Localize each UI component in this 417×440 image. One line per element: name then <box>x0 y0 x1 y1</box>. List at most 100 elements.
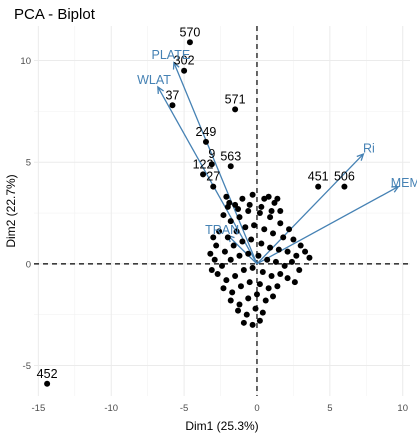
data-point <box>220 285 227 292</box>
data-point <box>242 224 249 231</box>
data-point <box>291 279 298 286</box>
data-point <box>249 191 256 198</box>
y-axis-title: Dim2 (22.7%) <box>4 174 18 247</box>
data-point <box>235 205 242 212</box>
data-point <box>232 106 239 113</box>
data-point <box>236 252 243 259</box>
point-label: 571 <box>225 92 246 106</box>
data-point <box>293 252 300 259</box>
data-point <box>275 246 282 253</box>
data-point <box>237 283 244 290</box>
data-point <box>281 262 288 269</box>
data-point <box>229 289 236 296</box>
data-point <box>286 226 293 233</box>
data-point <box>288 258 295 265</box>
data-point <box>251 222 258 229</box>
data-point <box>270 230 277 237</box>
point-label: 506 <box>334 170 355 184</box>
data-point <box>246 279 253 286</box>
point-label: 302 <box>174 54 195 68</box>
variable-label: PLATE <box>152 48 191 62</box>
data-point <box>235 307 242 314</box>
data-point <box>259 268 266 275</box>
data-point <box>252 305 259 312</box>
data-point <box>265 285 272 292</box>
data-point <box>240 319 247 326</box>
variable-arrowhead <box>172 61 180 70</box>
data-point <box>186 39 193 46</box>
x-tick-label: 5 <box>327 403 332 414</box>
data-point <box>341 183 348 190</box>
data-point <box>264 256 271 263</box>
variable-arrow <box>256 153 364 265</box>
data-point <box>236 301 243 308</box>
data-point <box>226 199 233 206</box>
variable-labels: PLATE WLAT Ri MEM TRAN <box>137 48 417 237</box>
point-label: 563 <box>220 149 241 163</box>
data-point <box>227 256 234 263</box>
variable-label: WLAT <box>137 73 171 87</box>
data-point <box>256 210 263 217</box>
data-point <box>243 311 250 318</box>
x-tick-label: -5 <box>180 403 188 414</box>
x-tick-label: -10 <box>104 403 118 414</box>
y-tick-label: -5 <box>23 361 31 372</box>
data-point <box>297 242 304 249</box>
y-tick-label: 5 <box>26 158 31 169</box>
data-point <box>256 317 263 324</box>
point-label: 570 <box>180 25 201 39</box>
data-point <box>284 248 291 255</box>
point-label: 452 <box>37 367 58 381</box>
data-point <box>245 250 252 257</box>
data-point <box>44 380 51 387</box>
data-point <box>268 208 275 214</box>
point-label: 451 <box>308 170 329 184</box>
data-point <box>268 273 275 280</box>
individual-points <box>44 39 348 387</box>
data-point <box>256 281 263 288</box>
data-point <box>261 226 268 233</box>
data-point <box>306 254 313 261</box>
variable-label: MEM <box>391 176 417 190</box>
data-point <box>248 236 255 243</box>
data-point <box>267 214 274 221</box>
data-point <box>220 212 227 219</box>
variable-arrow <box>157 86 258 265</box>
x-tick-label: 10 <box>397 403 408 414</box>
data-point <box>277 271 284 278</box>
point-label: 249 <box>196 125 217 139</box>
data-point <box>240 266 247 273</box>
data-point <box>245 295 252 302</box>
x-tick-label: -15 <box>32 403 46 414</box>
data-point <box>227 297 234 304</box>
data-point <box>280 234 287 241</box>
variable-label: TRAN <box>205 223 239 237</box>
point-label: 9 <box>208 147 215 161</box>
data-point <box>249 264 256 271</box>
data-point <box>246 201 253 208</box>
data-point <box>262 297 269 304</box>
data-point <box>216 228 223 235</box>
data-point <box>296 266 303 273</box>
data-point <box>258 240 265 247</box>
data-point <box>258 203 265 210</box>
data-point <box>221 248 228 255</box>
x-tick-label: 0 <box>254 403 259 414</box>
y-tick-label: 0 <box>26 259 31 270</box>
data-point <box>208 266 215 273</box>
data-point <box>277 208 284 214</box>
data-point <box>272 258 279 265</box>
y-tick-label: 10 <box>20 56 31 67</box>
data-point <box>249 321 256 328</box>
data-point <box>200 171 207 178</box>
data-point <box>274 195 281 202</box>
data-point <box>207 250 214 257</box>
data-point <box>277 220 284 227</box>
variable-arrowhead <box>356 153 365 161</box>
variable-arrowhead <box>391 185 400 193</box>
data-point <box>270 293 277 300</box>
data-point <box>265 193 272 200</box>
variable-label: Ri <box>363 141 375 155</box>
